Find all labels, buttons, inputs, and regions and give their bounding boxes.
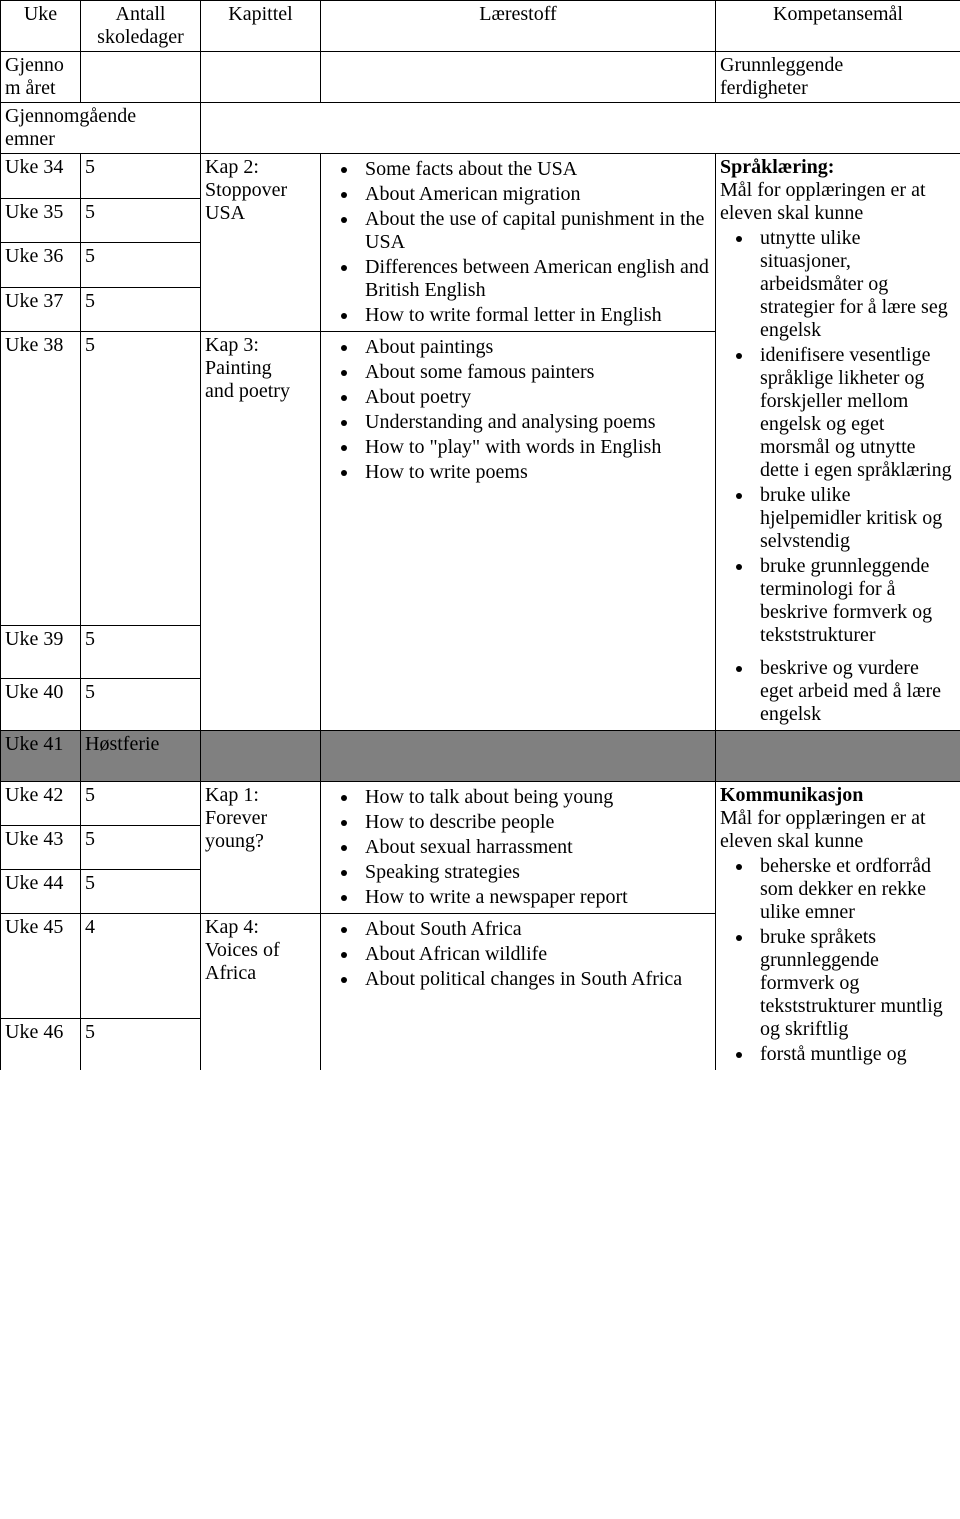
cell-days: 5 (81, 870, 201, 914)
list-item: Understanding and analysing poems (359, 411, 711, 434)
list-item: beskrive og vurdere eget arbeid med å læ… (754, 657, 956, 726)
list-painting: About paintings About some famous painte… (331, 336, 711, 484)
cell-laerestoff-usa: Some facts about the USA About American … (321, 154, 716, 332)
cell-week: Uke 44 (1, 870, 81, 914)
cell-kap2: Kap 2: Stoppover USA (201, 154, 321, 332)
list-item: How to "play" with words in English (359, 436, 711, 459)
komp-title: Kommunikasjon (720, 784, 863, 806)
cell-days: 5 (81, 243, 201, 288)
cell-laerestoff-painting: About paintings About some famous painte… (321, 332, 716, 731)
cell-kap1: Kap 1: Forever young? (201, 782, 321, 914)
cell-days: 5 (81, 678, 201, 730)
cell-week: Uke 37 (1, 287, 81, 332)
cell-kap3: Kap 3: Painting and poetry (201, 332, 321, 731)
cell-week: Uke 41 (1, 731, 81, 782)
cell-komp-komm: Kommunikasjon Mål for opplæringen er at … (716, 782, 960, 1071)
cell-week: Uke 35 (1, 198, 81, 243)
komp-title: Språklæring: (720, 156, 834, 178)
cell-hostferie: Høstferie (81, 731, 201, 782)
list-item: About African wildlife (359, 943, 711, 966)
cell-laerestoff-africa: About South Africa About African wildlif… (321, 914, 716, 1071)
row-uke34: Uke 34 5 Kap 2: Stoppover USA Some facts… (1, 154, 960, 199)
row-gjennom-aaret: Gjenno m året Grunnleggende ferdigheter (1, 52, 960, 103)
cell-days: 5 (81, 1018, 201, 1070)
cell-week: Uke 45 (1, 914, 81, 1019)
list-item: About poetry (359, 386, 711, 409)
cell-days: 4 (81, 914, 201, 1019)
list-item: About sexual harrassment (359, 836, 711, 859)
list-item: How to describe people (359, 811, 711, 834)
header-antall: Antall skoledager (81, 1, 201, 52)
curriculum-table: Uke Antall skoledager Kapittel Lærestoff… (0, 0, 960, 1070)
cell-week: Uke 39 (1, 626, 81, 678)
cell-days: 5 (81, 782, 201, 826)
list-item: forstå muntlige og (754, 1043, 956, 1066)
list-item: About paintings (359, 336, 711, 359)
cell-days: 5 (81, 626, 201, 678)
komp-sub: Mål for opplæringen er at eleven skal ku… (720, 179, 926, 224)
list-item: How to write formal letter in English (359, 304, 711, 327)
cell-week: Uke 34 (1, 154, 81, 199)
cell-laerestoff-young: How to talk about being young How to des… (321, 782, 716, 914)
row-uke42: Uke 42 5 Kap 1: Forever young? How to ta… (1, 782, 960, 826)
cell-gjennom-aaret: Gjenno m året (1, 52, 81, 103)
cell-week: Uke 36 (1, 243, 81, 288)
header-row: Uke Antall skoledager Kapittel Lærestoff… (1, 1, 960, 52)
list-komm: beherske et ordforråd som dekker en rekk… (726, 855, 956, 1066)
list-item: About American migration (359, 183, 711, 206)
list-young: How to talk about being young How to des… (331, 786, 711, 909)
header-kompetansemaal: Kompetansemål (716, 1, 960, 52)
list-africa: About South Africa About African wildlif… (331, 918, 711, 991)
cell-days: 5 (81, 198, 201, 243)
list-item: utnytte ulike situasjoner, arbeidsmåter … (754, 227, 956, 342)
cell-komp-spraak: Språklæring: Mål for opplæringen er at e… (716, 154, 960, 731)
list-item: How to write poems (359, 461, 711, 484)
list-item: How to talk about being young (359, 786, 711, 809)
list-item: Speaking strategies (359, 861, 711, 884)
cell-week: Uke 40 (1, 678, 81, 730)
header-laerestoff: Lærestoff (321, 1, 716, 52)
cell-days: 5 (81, 332, 201, 626)
list-item: bruke grunnleggende terminologi for å be… (754, 555, 956, 647)
cell-week: Uke 46 (1, 1018, 81, 1070)
list-item: bruke språkets grunnleggende formverk og… (754, 926, 956, 1041)
list-item: About the use of capital punishment in t… (359, 208, 711, 254)
cell-kap4: Kap 4: Voices of Africa (201, 914, 321, 1071)
header-kapittel: Kapittel (201, 1, 321, 52)
cell-days: 5 (81, 287, 201, 332)
cell-days: 5 (81, 154, 201, 199)
cell-days: 5 (81, 826, 201, 870)
cell-grunnleggende: Grunnleggende ferdigheter (716, 52, 960, 103)
list-item: How to write a newspaper report (359, 886, 711, 909)
list-usa: Some facts about the USA About American … (331, 158, 711, 327)
cell-week: Uke 42 (1, 782, 81, 826)
list-item: Some facts about the USA (359, 158, 711, 181)
list-item: beherske et ordforråd som dekker en rekk… (754, 855, 956, 924)
row-emner: Gjennomgående emner (1, 103, 960, 154)
list-spraak: utnytte ulike situasjoner, arbeidsmåter … (726, 227, 956, 726)
row-hostferie: Uke 41 Høstferie (1, 731, 960, 782)
cell-week: Uke 38 (1, 332, 81, 626)
list-item: Differences between American english and… (359, 256, 711, 302)
list-item: idenifisere vesentlige språklige likhete… (754, 344, 956, 482)
cell-week: Uke 43 (1, 826, 81, 870)
list-item: About political changes in South Africa (359, 968, 711, 991)
cell-emner: Gjennomgående emner (1, 103, 201, 154)
list-item: About some famous painters (359, 361, 711, 384)
header-uke: Uke (1, 1, 81, 52)
komp-sub: Mål for opplæringen er at eleven skal ku… (720, 807, 926, 852)
list-item: bruke ulike hjelpemidler kritisk og selv… (754, 484, 956, 553)
list-item: About South Africa (359, 918, 711, 941)
